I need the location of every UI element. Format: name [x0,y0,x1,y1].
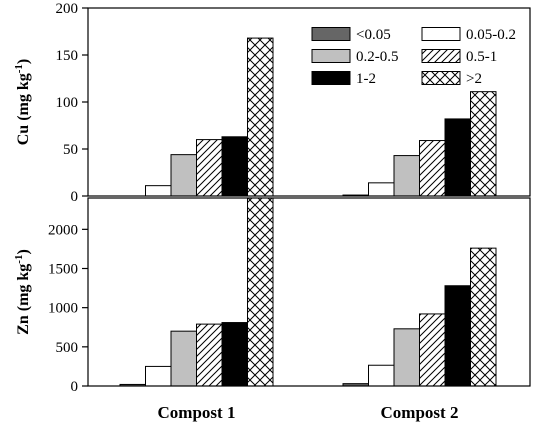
chart-panel-0: 0 50 100 150 200 Cu (mg kg-1) [13,1,531,205]
bar-1-1-2 [393,328,420,387]
y-tick-label-0-3: 150 [56,48,79,64]
legend-label-2: 0.2-0.5 [356,49,399,65]
y-tick-label-0-1: 50 [63,142,78,158]
bar-0-0-4 [221,136,248,197]
bar-1-1-1 [368,364,395,387]
legend-swatch-2 [311,49,351,63]
y-tick-label-1-0: 0 [71,379,79,395]
legend-swatch-0 [311,27,351,41]
y-tick-label-0-0: 0 [71,189,79,205]
category-label-1: Compost 2 [381,403,459,422]
bar-1-0-4 [221,322,248,387]
category-label-0: Compost 1 [158,403,236,422]
legend-label-0: <0.05 [356,27,391,43]
y-axis-title-0: Cu (mg kg-1) [13,59,32,146]
y-tick-label-1-4: 2000 [48,222,78,238]
bar-0-1-2 [393,155,420,197]
legend-swatch-5 [421,71,461,85]
y-tick-label-1-1: 500 [56,340,79,356]
bar-1-1-3 [419,313,446,387]
bar-1-0-5 [247,197,274,387]
bar-1-0-3 [196,323,223,387]
legend-swatch-4 [311,71,351,85]
y-tick-label-1-2: 1000 [48,301,78,317]
legend-swatch-1 [421,27,461,41]
bar-0-1-3 [419,140,446,197]
plot-frame-1 [87,197,531,387]
y-tick-label-0-4: 200 [56,1,79,17]
bar-0-0-5 [247,37,274,197]
legend-label-5: >2 [466,71,482,87]
bar-0-0-2 [170,154,197,197]
y-tick-label-1-3: 1500 [48,262,78,278]
legend-label-3: 0.5-1 [466,49,497,65]
bar-0-0-1 [145,185,172,197]
chart-panel-1: 0 500 1000 1500 2000 Zn (mg kg-1) [13,197,531,395]
bar-1-1-5 [470,247,497,387]
bar-0-1-4 [444,118,471,197]
bar-1-0-1 [145,365,172,387]
bar-0-1-1 [368,182,395,197]
legend: <0.05 0.2-0.5 1-2 0.05-0.2 0.5-1 >2 [311,27,516,87]
bar-1-0-2 [170,330,197,387]
y-tick-label-0-2: 100 [56,95,79,111]
legend-swatch-3 [421,49,461,63]
legend-label-1: 0.05-0.2 [466,27,516,43]
bar-1-1-4 [444,285,471,387]
bar-0-1-5 [470,91,497,197]
y-axis-title-1: Zn (mg kg-1) [13,249,32,335]
legend-label-4: 1-2 [356,71,376,87]
bar-0-0-3 [196,139,223,197]
